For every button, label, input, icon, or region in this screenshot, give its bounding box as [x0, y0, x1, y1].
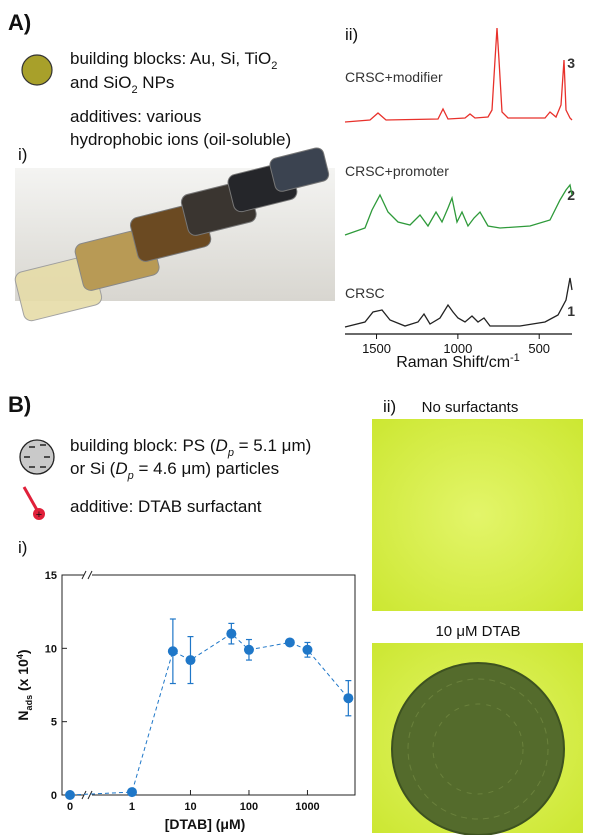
data-line — [70, 634, 348, 795]
text: additives: various — [70, 107, 201, 126]
panel-label: i) — [18, 538, 27, 557]
photo — [2, 146, 346, 322]
text: or Si (Dp = 4.6 μm) particles — [70, 459, 279, 482]
y-tick-label: 0 — [51, 790, 57, 802]
y-tick-label: 10 — [45, 643, 57, 655]
panel-label: ii) — [383, 397, 396, 416]
data-point — [168, 646, 178, 656]
y-tick-label: 15 — [45, 570, 57, 582]
data-point — [127, 787, 137, 797]
x-tick-label: 100 — [240, 801, 258, 813]
x-tick-label: 1500 — [362, 341, 391, 356]
x-tick-label: 0 — [67, 801, 73, 813]
plot-frame — [62, 575, 355, 795]
image-title: No surfactants — [422, 399, 519, 416]
image-title: 10 μM DTAB — [435, 623, 520, 640]
text: and SiO2 NPs — [70, 73, 174, 96]
x-tick-label: 1000 — [295, 801, 319, 813]
text: building block: PS (Dp = 5.1 μm) — [70, 436, 311, 459]
x-tick-label: 10 — [184, 801, 196, 813]
data-point — [343, 693, 353, 703]
particle-icon — [20, 440, 54, 474]
spectrum-label: CRSC+modifier — [345, 69, 443, 85]
data-point — [185, 655, 195, 665]
panel-label: B) — [8, 392, 31, 417]
spectrum-number: 3 — [567, 55, 575, 71]
x-axis-label: [DTAB] (μM) — [165, 816, 246, 832]
data-point — [244, 645, 254, 655]
panel-label: i) — [18, 145, 27, 164]
text: building blocks: Au, Si, TiO2 — [70, 49, 277, 72]
text: additive: DTAB surfactant — [70, 497, 262, 516]
spectrum-label: CRSC+promoter — [345, 163, 449, 179]
micrograph — [372, 419, 583, 611]
scatter-chart: 0 5 10 15 0 1 10 100 1000 — [45, 570, 355, 813]
spectrum — [345, 185, 572, 235]
panel-label: A) — [8, 10, 31, 35]
axis-label: Raman Shift/cm-1 — [396, 352, 520, 371]
x-tick-label: 500 — [528, 341, 550, 356]
micrograph — [372, 643, 583, 835]
svg-text:+: + — [36, 509, 42, 521]
text: hydrophobic ions (oil-soluble) — [70, 130, 291, 149]
spectrum-label: CRSC — [345, 285, 385, 301]
figure: A) building blocks: Au, Si, TiO2 and SiO… — [0, 0, 589, 835]
data-point — [65, 790, 75, 800]
surfactant-icon: + — [24, 487, 45, 521]
data-point — [285, 637, 295, 647]
x-tick-label: 1 — [129, 801, 135, 813]
spectrum-number: 1 — [567, 303, 575, 319]
np-icon — [22, 55, 52, 85]
panel-label: ii) — [345, 25, 358, 44]
data-point — [302, 645, 312, 655]
axis-break — [82, 570, 92, 800]
y-tick-label: 5 — [51, 717, 57, 729]
data-point — [226, 629, 236, 639]
y-axis-label: Nads (x 104) — [15, 649, 34, 720]
